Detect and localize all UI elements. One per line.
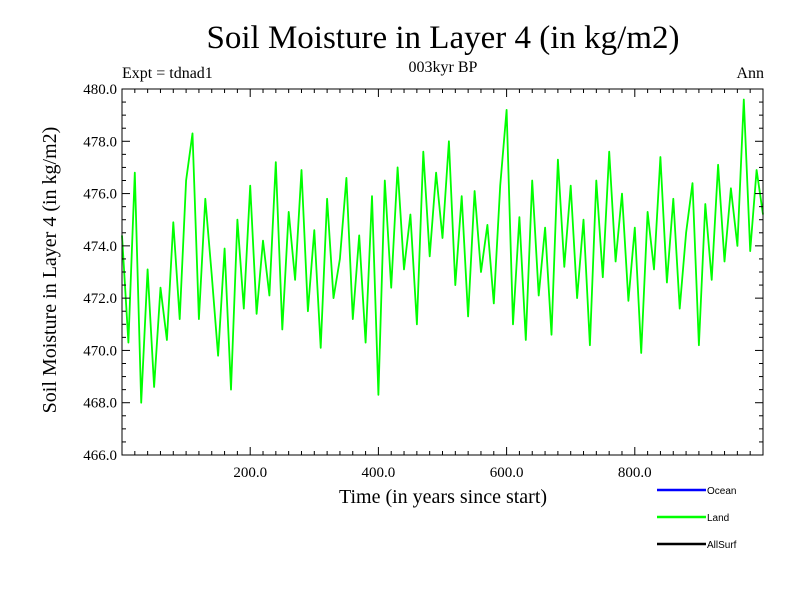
legend-label-land: Land xyxy=(707,513,729,524)
y-tick-label: 468.0 xyxy=(83,396,117,412)
y-tick-label: 470.0 xyxy=(83,343,117,359)
y-tick-label: 480.0 xyxy=(83,82,117,98)
x-axis-label: Time (in years since start) xyxy=(339,486,547,508)
legend-label-ocean: Ocean xyxy=(707,486,736,497)
chart-title: Soil Moisture in Layer 4 (in kg/m2) xyxy=(207,20,680,56)
legend-label-allsurf: AllSurf xyxy=(707,540,737,551)
x-tick-label: 200.0 xyxy=(233,465,267,481)
y-tick-label: 474.0 xyxy=(83,239,117,255)
y-tick-label: 466.0 xyxy=(83,448,117,464)
y-axis-label: Soil Moisture in Layer 4 (in kg/m2) xyxy=(39,127,61,414)
land-series-line xyxy=(121,98,764,404)
legend: Ocean Land AllSurf xyxy=(657,486,737,551)
y-tick-label: 472.0 xyxy=(83,291,117,307)
x-tick-label: 400.0 xyxy=(362,465,396,481)
y-axis-ticks: 466.0 468.0 470.0 472.0 474.0 476.0 478.0 480.0 xyxy=(83,82,763,464)
x-axis-ticks: 200.0 400.0 600.0 800.0 xyxy=(134,89,751,481)
plot-area: 200.0 400.0 600.0 800.0 466.0 468.0 470.0 472.… xyxy=(83,82,764,481)
x-tick-label: 600.0 xyxy=(490,465,524,481)
y-tick-label: 478.0 xyxy=(83,134,117,150)
x-tick-label: 800.0 xyxy=(618,465,652,481)
y-tick-label: 476.0 xyxy=(83,187,117,203)
chart-subtitle: 003kyr BP xyxy=(409,59,478,76)
experiment-label: Expt = tdnad1 xyxy=(122,65,213,82)
season-label: Ann xyxy=(736,65,764,82)
